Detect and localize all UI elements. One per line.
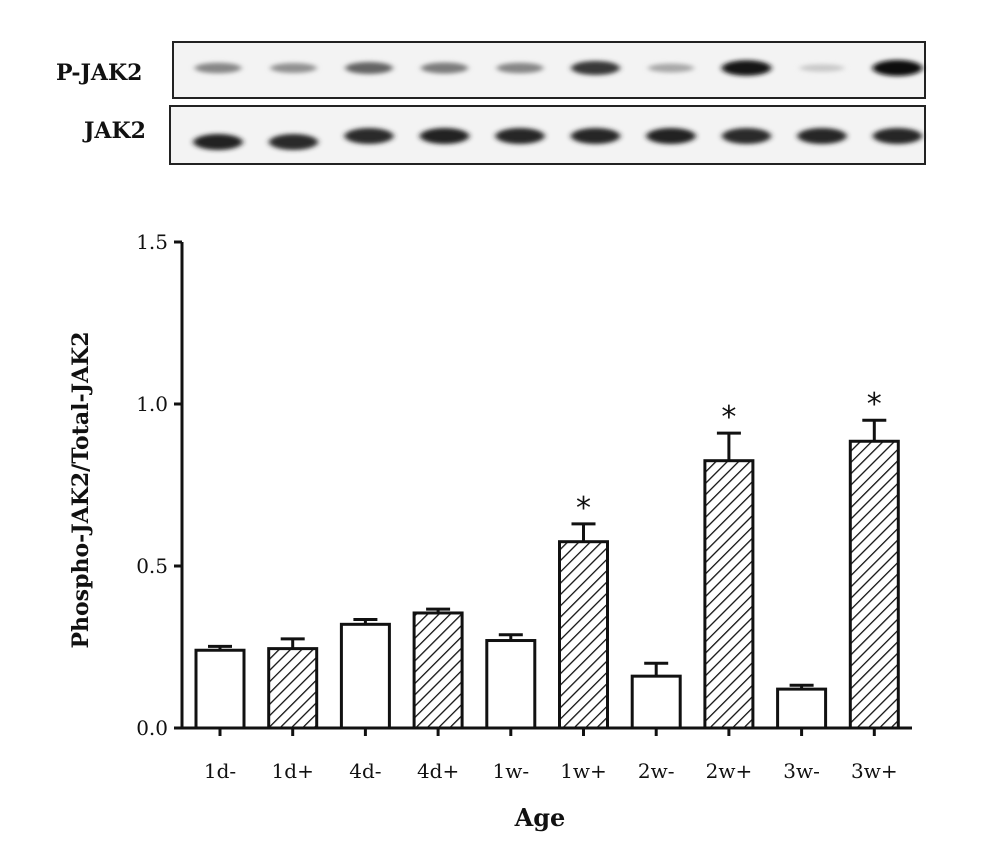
blot-band-jak2 [797, 128, 847, 144]
blot-label-jak2: JAK2 [84, 118, 146, 144]
bar-chart: * * * 0.0 0.5 1.0 1.5 1d- 1d+ 4d- 4d+ 1w- 1w+ 2w- 2w+… [68, 230, 912, 832]
x-tick-label: 1d+ [272, 759, 314, 783]
blot-band-jak2 [419, 128, 470, 144]
blot-band-jak2 [344, 128, 394, 144]
bar-3w- [776, 687, 828, 730]
blot-band-pjak2 [799, 64, 845, 72]
x-tick-label: 1d- [204, 759, 236, 783]
y-tick-label: 1.0 [136, 392, 168, 416]
blot-band-pjak2 [270, 63, 317, 73]
x-axis-label: Age [514, 803, 566, 832]
x-tick-label: 3w- [783, 759, 820, 783]
western-blot [169, 41, 926, 165]
significance-marker: * [867, 387, 882, 422]
blot-band-jak2 [268, 134, 319, 150]
blot-band-jak2 [646, 128, 696, 144]
bar-1d- [194, 648, 246, 730]
blot-label-pjak2: P-JAK2 [56, 60, 143, 86]
blot-band-pjak2 [496, 62, 544, 74]
blot-band-jak2 [570, 128, 621, 144]
bar-1w+ [558, 540, 609, 730]
x-tick-label: 4d- [349, 759, 381, 783]
blot-band-jak2 [721, 128, 772, 144]
bar-4d- [339, 622, 391, 730]
blot-band-pjak2 [345, 62, 393, 74]
bar-1w- [485, 639, 537, 730]
x-tick-label: 3w+ [851, 759, 898, 783]
blot-band-pjak2 [648, 63, 694, 73]
x-tick-label: 2w- [638, 759, 675, 783]
blot-band-pjak2 [721, 60, 772, 76]
bar-2w+ [703, 459, 755, 730]
blot-band-jak2 [193, 134, 243, 150]
blot-band-pjak2 [421, 62, 468, 74]
x-tick-label: 2w+ [706, 759, 753, 783]
y-tick-label: 0.5 [136, 554, 168, 578]
y-axis-label: Phospho-JAK2/Total-JAK2 [68, 331, 94, 648]
bar-2w- [630, 674, 682, 730]
significance-marker: * [576, 491, 591, 526]
blot-band-jak2 [495, 128, 545, 144]
x-tick-label: 1w- [492, 759, 529, 783]
y-tick-label: 0.0 [136, 716, 168, 740]
x-tick-label: 4d+ [417, 759, 459, 783]
blot-band-pjak2 [872, 60, 923, 76]
x-tick-label: 1w+ [560, 759, 607, 783]
y-tick-label: 1.5 [136, 230, 168, 254]
bar-4d+ [412, 611, 464, 730]
blot-band-jak2 [872, 128, 923, 144]
blot-band-pjak2 [194, 62, 242, 74]
significance-marker: * [721, 400, 736, 435]
bar-3w+ [848, 439, 900, 730]
blot-band-pjak2 [571, 61, 620, 75]
bar-1d+ [267, 647, 319, 730]
